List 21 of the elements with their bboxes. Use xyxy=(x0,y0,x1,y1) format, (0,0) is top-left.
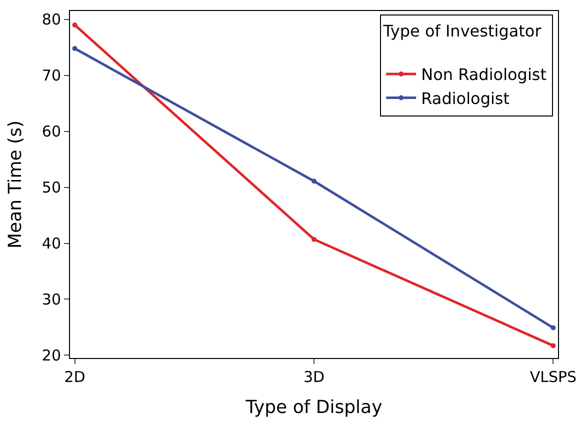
point xyxy=(312,178,316,184)
point xyxy=(550,343,556,348)
x-tick-label: 3D xyxy=(303,368,325,386)
point xyxy=(72,46,78,51)
y-tick-label: 50 xyxy=(42,178,61,197)
point xyxy=(72,22,78,28)
y-axis-title: Mean Time (s) xyxy=(5,120,26,248)
point xyxy=(312,236,316,242)
legend-label: Non Radiologist xyxy=(421,65,547,84)
y-tick-label: 20 xyxy=(42,346,61,364)
y-tick-label: 70 xyxy=(42,66,61,85)
y-tick-label: 60 xyxy=(42,122,61,141)
point xyxy=(550,325,556,330)
y-tick-label: 40 xyxy=(42,234,61,253)
x-tick-label: 2D xyxy=(64,368,86,386)
legend-label: Radiologist xyxy=(421,89,510,108)
legend-title: Type of Investigator xyxy=(382,21,542,40)
y-tick-label: 30 xyxy=(42,290,61,308)
x-tick-label: VLSPS xyxy=(530,368,577,386)
y-tick-label: 80 xyxy=(42,10,61,29)
x-axis-title: Type of Display xyxy=(244,397,383,418)
